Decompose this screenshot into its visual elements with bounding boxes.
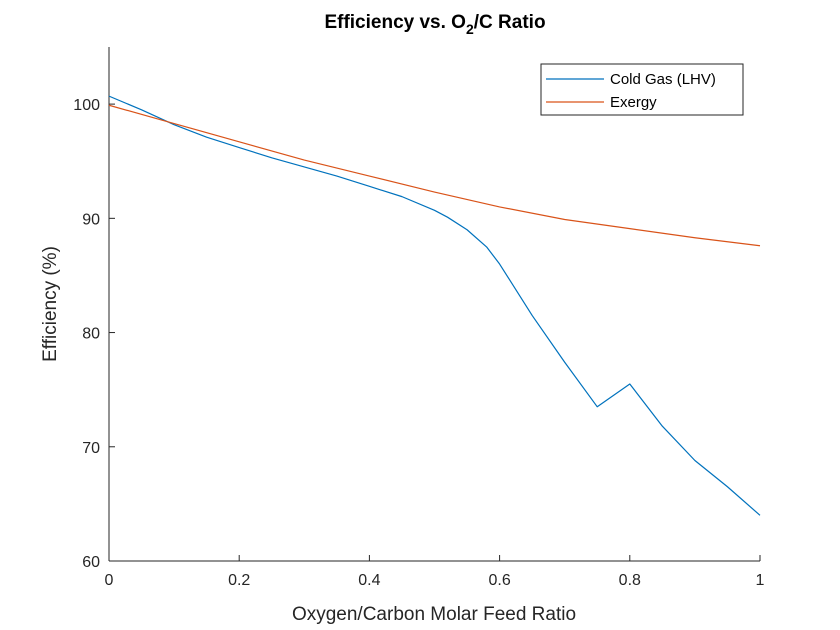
ticks-layer: 0 0.2 0.4 0.6 0.8 1 60 70 80 90 100 [73, 97, 764, 589]
y-tick-label: 100 [73, 97, 100, 114]
legend: Cold Gas (LHV) Exergy [540, 63, 744, 116]
y-tick-label: 60 [82, 554, 100, 571]
x-tick-label: 0 [105, 572, 114, 589]
legend-box [540, 63, 744, 116]
legend-label: Cold Gas (LHV) [610, 71, 716, 88]
x-tick-label: 0.8 [619, 572, 641, 589]
y-tick-label: 90 [82, 211, 100, 228]
y-tick-label: 80 [82, 326, 100, 343]
legend-label: Exergy [610, 94, 657, 111]
y-tick-label: 70 [82, 440, 100, 457]
plot-area [108, 47, 760, 562]
series-line-2 [108, 104, 761, 247]
x-tick-label: 1 [756, 572, 765, 589]
x-axis-label: Oxygen/Carbon Molar Feed Ratio [292, 604, 576, 625]
x-tick-label: 0.4 [358, 572, 380, 589]
series-line-1 [108, 95, 761, 516]
series-layer [108, 95, 761, 516]
y-axis-label: Efficiency (%) [40, 246, 61, 362]
chart-title: Efficiency vs. O2/C Ratio [324, 12, 545, 37]
x-tick-label: 0.6 [488, 572, 510, 589]
x-tick-label: 0.2 [228, 572, 250, 589]
